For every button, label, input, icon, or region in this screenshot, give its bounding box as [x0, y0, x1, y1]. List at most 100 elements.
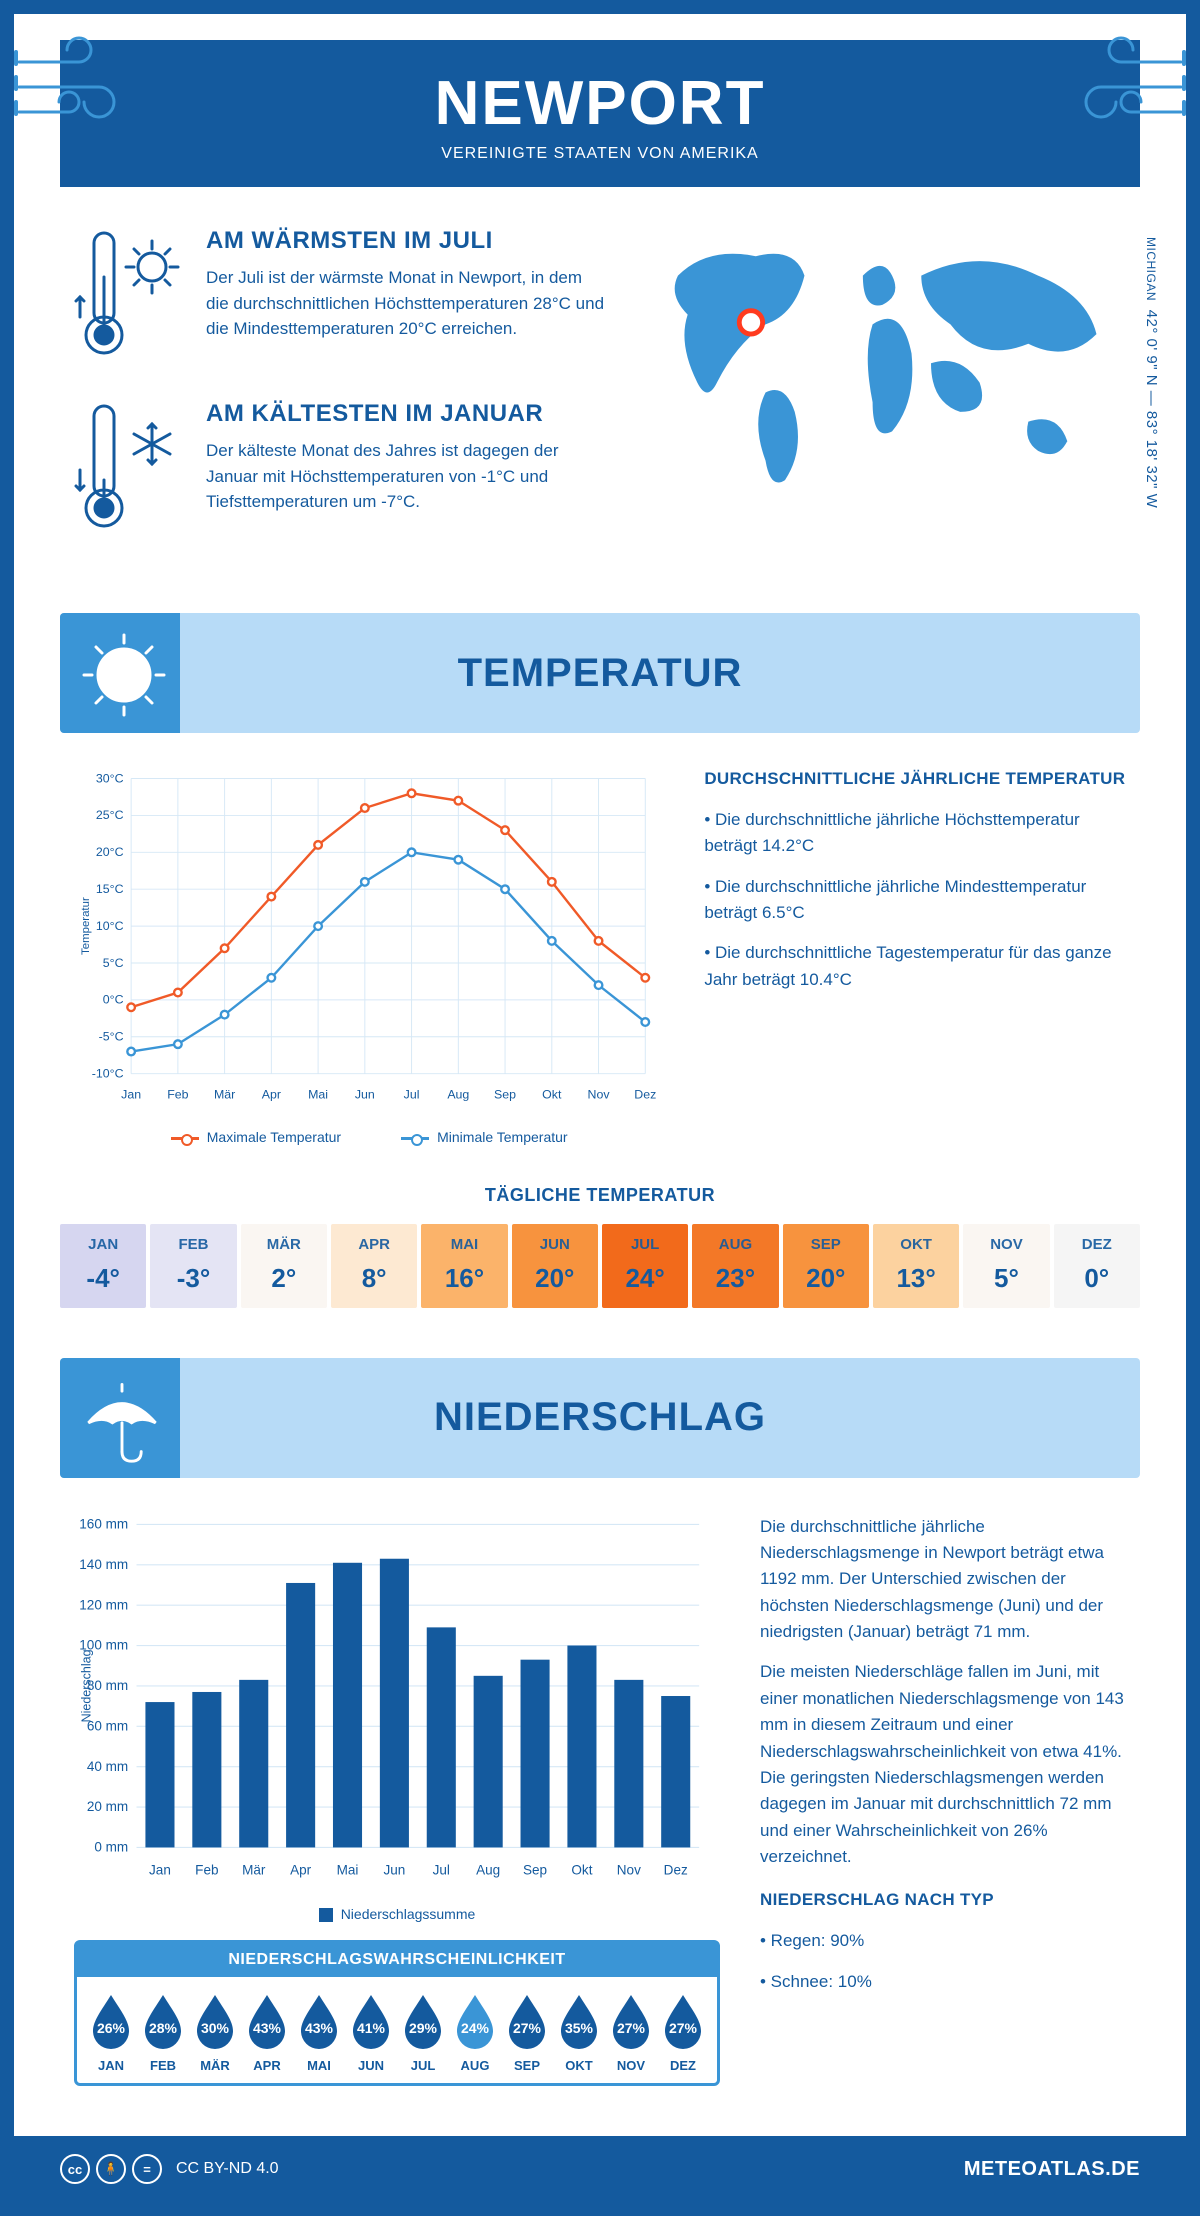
tile-value: 0°: [1054, 1263, 1140, 1294]
daily-tile: SEP20°: [783, 1224, 869, 1308]
svg-text:43%: 43%: [305, 2020, 334, 2036]
state-label: MICHIGAN: [1144, 237, 1158, 301]
tile-value: 20°: [512, 1263, 598, 1294]
drop-month: SEP: [503, 2058, 551, 2073]
svg-text:24%: 24%: [461, 2020, 490, 2036]
rain-section-bar: NIEDERSCHLAG: [60, 1358, 1140, 1478]
svg-text:26%: 26%: [97, 2020, 126, 2036]
wind-icon-left: [14, 32, 144, 142]
warmest-fact: AM WÄRMSTEN IM JULI Der Juli ist der wär…: [74, 227, 609, 372]
svg-text:Jun: Jun: [383, 1862, 405, 1877]
drop-month: NOV: [607, 2058, 655, 2073]
svg-text:Apr: Apr: [262, 1087, 281, 1101]
header: NEWPORT VEREINIGTE STAATEN VON AMERIKA: [60, 40, 1140, 187]
brand-name: METEOATLAS.DE: [964, 2158, 1140, 2181]
drop-month: AUG: [451, 2058, 499, 2073]
svg-text:Okt: Okt: [542, 1087, 562, 1101]
svg-text:41%: 41%: [357, 2020, 386, 2036]
svg-text:30°C: 30°C: [96, 771, 124, 785]
svg-text:Jul: Jul: [404, 1087, 420, 1101]
sun-tab-icon: [60, 613, 180, 733]
legend-rain: Niederschlagssumme: [341, 1906, 476, 1922]
thermometer-sun-icon: [74, 227, 184, 372]
svg-text:0 mm: 0 mm: [94, 1839, 128, 1854]
license-text: CC BY-ND 4.0: [176, 2160, 279, 2178]
temperature-legend: Maximale Temperatur Minimale Temperatur: [74, 1129, 664, 1145]
coldest-title: AM KÄLTESTEN IM JANUAR: [206, 400, 609, 428]
rain-summary: Die durchschnittliche jährliche Niedersc…: [760, 1514, 1126, 2086]
svg-text:5°C: 5°C: [103, 956, 124, 970]
tile-value: -4°: [60, 1263, 146, 1294]
coordinates: MICHIGAN 42° 0' 9" N — 83° 18' 32" W: [1143, 237, 1160, 508]
svg-text:Feb: Feb: [195, 1862, 218, 1877]
svg-text:140 mm: 140 mm: [79, 1557, 128, 1572]
cc-icons: cc 🧍 =: [60, 2154, 162, 2184]
daily-tile: JUL24°: [602, 1224, 688, 1308]
svg-text:35%: 35%: [565, 2020, 594, 2036]
tile-value: 24°: [602, 1263, 688, 1294]
infographic-page: NEWPORT VEREINIGTE STAATEN VON AMERIKA: [0, 0, 1200, 2216]
drop-month: DEZ: [659, 2058, 707, 2073]
rain-bar-chart: 0 mm20 mm40 mm60 mm80 mm100 mm120 mm140 …: [74, 1514, 720, 1889]
tile-value: 2°: [241, 1263, 327, 1294]
rain-drop: 27%NOV: [607, 1991, 655, 2073]
svg-text:Aug: Aug: [476, 1862, 500, 1877]
svg-text:Jun: Jun: [355, 1087, 375, 1101]
svg-text:Nov: Nov: [617, 1862, 641, 1877]
svg-text:27%: 27%: [669, 2020, 698, 2036]
svg-text:Mai: Mai: [308, 1087, 328, 1101]
svg-text:Okt: Okt: [571, 1862, 592, 1877]
svg-text:Temperatur: Temperatur: [80, 897, 92, 955]
tile-value: 23°: [692, 1263, 778, 1294]
svg-text:Niederschlag: Niederschlag: [80, 1649, 94, 1722]
rain-drop: 35%OKT: [555, 1991, 603, 2073]
temp-summary-title: DURCHSCHNITTLICHE JÄHRLICHE TEMPERATUR: [704, 769, 1126, 789]
svg-text:Sep: Sep: [494, 1087, 516, 1101]
svg-text:120 mm: 120 mm: [79, 1597, 128, 1612]
svg-text:Sep: Sep: [523, 1862, 547, 1877]
tile-month: AUG: [692, 1236, 778, 1253]
drop-month: JAN: [87, 2058, 135, 2073]
tile-value: 8°: [331, 1263, 417, 1294]
coldest-text: Der kälteste Monat des Jahres ist dagege…: [206, 438, 609, 515]
svg-text:27%: 27%: [513, 2020, 542, 2036]
svg-text:160 mm: 160 mm: [79, 1516, 128, 1531]
legend-max: Maximale Temperatur: [207, 1129, 341, 1145]
coords-value: 42° 0' 9" N — 83° 18' 32" W: [1143, 310, 1160, 509]
rain-row: 0 mm20 mm40 mm60 mm80 mm100 mm120 mm140 …: [14, 1478, 1186, 2096]
rain-drop: 29% JUL: [399, 1991, 447, 2073]
coldest-fact: AM KÄLTESTEN IM JANUAR Der kälteste Mona…: [74, 400, 609, 545]
drop-month: MAI: [295, 2058, 343, 2073]
temperature-section-bar: TEMPERATUR: [60, 613, 1140, 733]
drop-month: JUL: [399, 2058, 447, 2073]
rain-prob-title: NIEDERSCHLAGSWAHRSCHEINLICHKEIT: [77, 1943, 717, 1977]
svg-text:0°C: 0°C: [103, 993, 124, 1007]
svg-text:Jan: Jan: [149, 1862, 171, 1877]
svg-text:Mai: Mai: [337, 1862, 359, 1877]
svg-text:Nov: Nov: [588, 1087, 611, 1101]
temp-summary-line: • Die durchschnittliche Tagestemperatur …: [704, 940, 1126, 993]
rain-text-2: Die meisten Niederschläge fallen im Juni…: [760, 1659, 1126, 1870]
rain-drop: 43% MAI: [295, 1991, 343, 2073]
footer: cc 🧍 = CC BY-ND 4.0 METEOATLAS.DE: [14, 2136, 1186, 2202]
temp-summary-line: • Die durchschnittliche jährliche Höchst…: [704, 807, 1126, 860]
svg-text:Mär: Mär: [242, 1862, 266, 1877]
svg-text:29%: 29%: [409, 2020, 438, 2036]
rain-drop: 41%JUN: [347, 1991, 395, 2073]
svg-text:25°C: 25°C: [96, 808, 124, 822]
temp-summary-line: • Die durchschnittliche jährliche Mindes…: [704, 874, 1126, 927]
rain-legend: Niederschlagssumme: [74, 1906, 720, 1922]
tile-month: APR: [331, 1236, 417, 1253]
svg-text:30%: 30%: [201, 2020, 230, 2036]
daily-temp-heading: TÄGLICHE TEMPERATUR: [14, 1185, 1186, 1206]
svg-text:Dez: Dez: [664, 1862, 688, 1877]
svg-text:Dez: Dez: [634, 1087, 656, 1101]
daily-tile: AUG 23°: [692, 1224, 778, 1308]
tile-value: 20°: [783, 1263, 869, 1294]
rain-bytype-title: NIEDERSCHLAG NACH TYP: [760, 1890, 1126, 1910]
drop-month: APR: [243, 2058, 291, 2073]
temperature-heading: TEMPERATUR: [458, 651, 743, 696]
license: cc 🧍 = CC BY-ND 4.0: [60, 2154, 279, 2184]
drop-month: MÄR: [191, 2058, 239, 2073]
drop-month: FEB: [139, 2058, 187, 2073]
